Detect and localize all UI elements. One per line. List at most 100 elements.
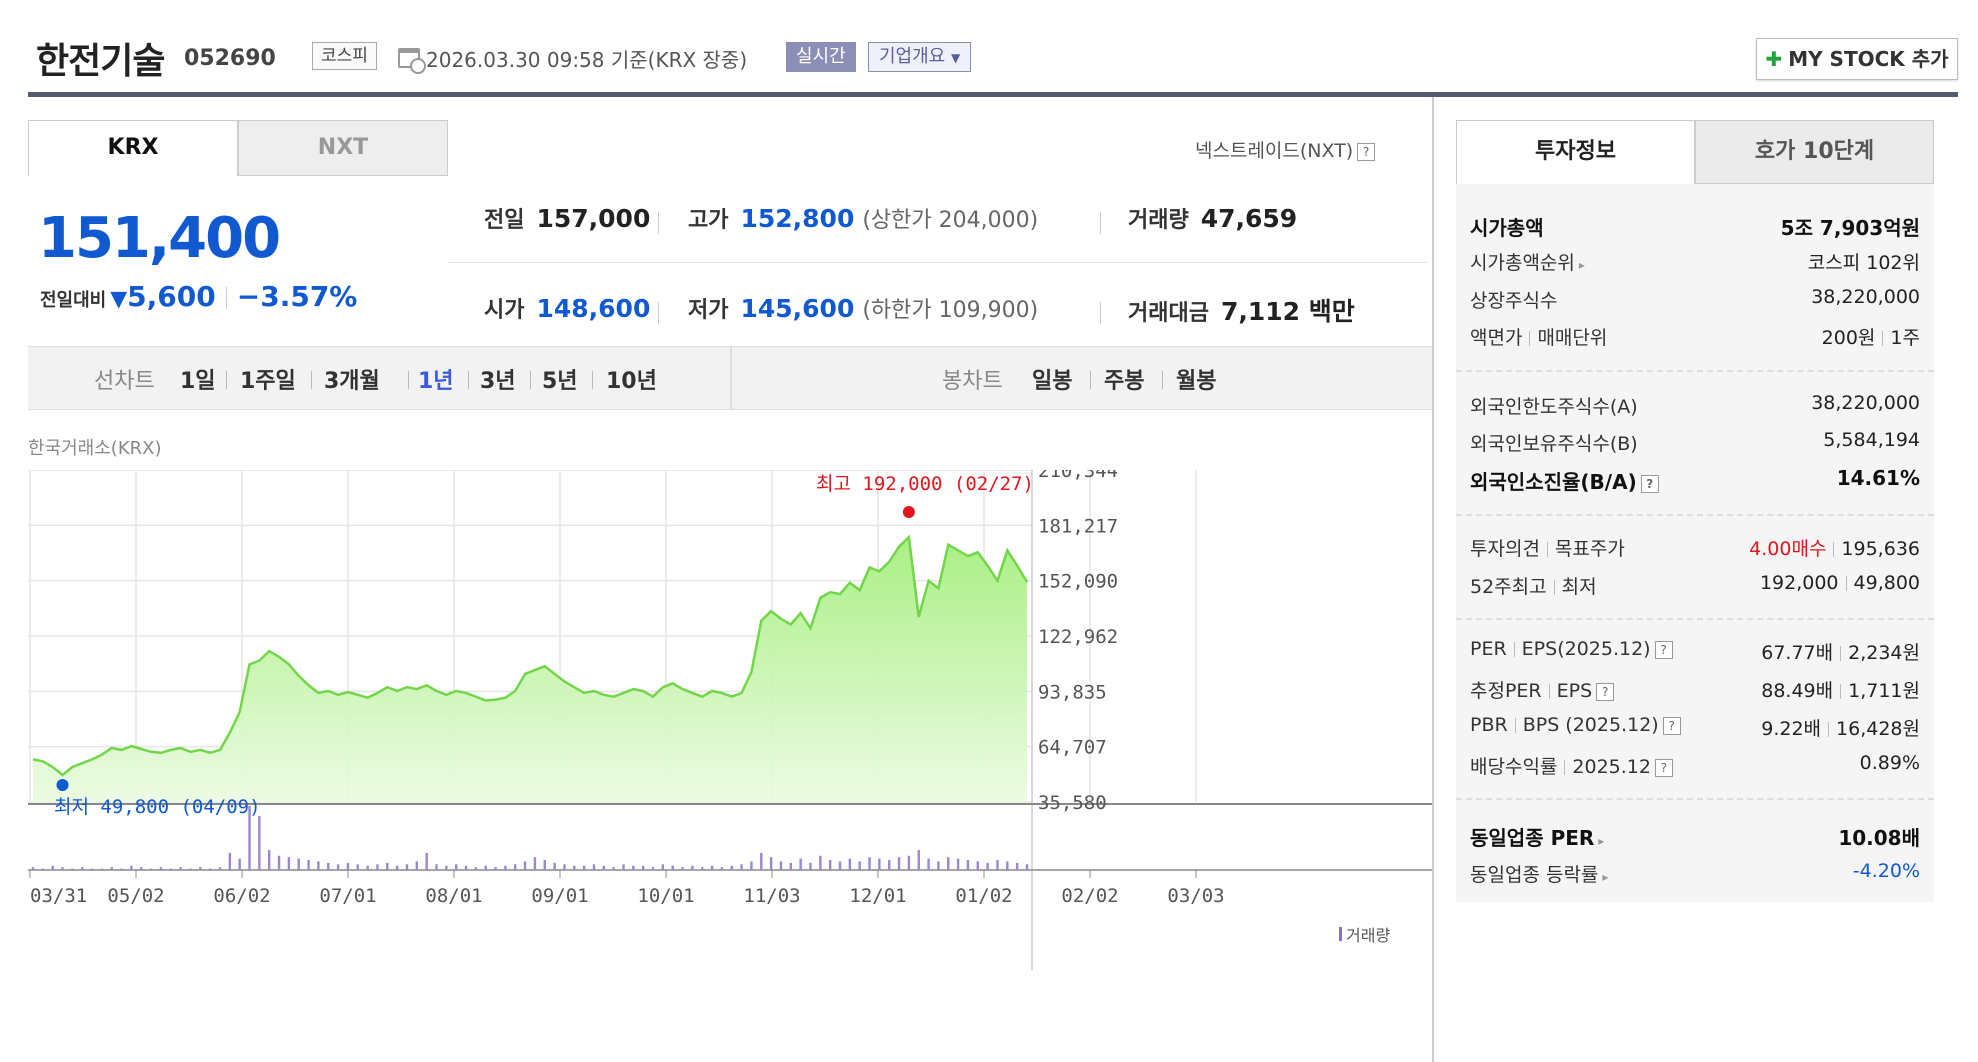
price-area: [33, 537, 1027, 802]
volume-bar: [169, 868, 172, 870]
my-stock-add-button[interactable]: ✚ MY STOCK 추가: [1756, 38, 1958, 80]
high-value: 152,800: [740, 204, 855, 233]
calendar-icon: [398, 48, 426, 74]
x-tick-label: 05/02: [107, 885, 164, 907]
industry-rate-row[interactable]: 동일업종 등락률 ▸ -4.20%: [1470, 860, 1920, 890]
tab-krx[interactable]: KRX: [28, 120, 238, 176]
pbr-label: PBR: [1470, 714, 1508, 736]
industry-per-row[interactable]: 동일업종 PER ▸ 10.08배: [1470, 822, 1920, 852]
volume-bar: [848, 858, 852, 870]
cap-rank-row[interactable]: 시가총액순위 ▸ 코스피 102위: [1470, 248, 1920, 278]
dividend-row: 배당수익률 2025.12? 0.89%: [1470, 752, 1920, 782]
volume-bar: [327, 862, 330, 870]
opinion-row: 투자의견 목표주가 4.00매수 195,636: [1470, 534, 1920, 564]
volume-bar: [750, 861, 753, 870]
prev-close-value: 157,000: [536, 204, 651, 233]
par-value: 200원: [1821, 327, 1876, 349]
help-icon[interactable]: ?: [1357, 142, 1376, 161]
tab-order-book[interactable]: 호가 10단계: [1695, 120, 1934, 184]
volume-bar: [878, 858, 881, 870]
period-3m[interactable]: 3개월: [324, 369, 380, 394]
volume-bar: [336, 864, 340, 870]
candle-monthly[interactable]: 월봉: [1176, 369, 1217, 394]
x-tick-label: 09/01: [531, 885, 588, 907]
tab-investment-info[interactable]: 투자정보: [1456, 120, 1695, 184]
industry-rate-label: 동일업종 등락률: [1470, 864, 1599, 886]
period-1d[interactable]: 1일: [180, 369, 216, 394]
volume-bar: [445, 865, 448, 870]
help-icon[interactable]: ?: [1640, 474, 1659, 493]
stock-code: 052690: [184, 46, 276, 71]
volume-bar: [110, 867, 113, 870]
period-10y[interactable]: 10년: [606, 369, 657, 394]
x-tick-label: 01/02: [955, 885, 1012, 907]
candle-daily[interactable]: 일봉: [1032, 369, 1073, 394]
per-value: 67.77배: [1761, 642, 1834, 664]
volume-bar: [917, 850, 920, 870]
volume-bar: [376, 864, 379, 870]
period-3y[interactable]: 3년: [480, 369, 516, 394]
est-eps-value: 1,711원: [1848, 680, 1920, 702]
unit-label: 매매단위: [1537, 327, 1608, 349]
volume-bar: [760, 852, 763, 870]
volume-bar: [789, 862, 793, 870]
shares-row: 상장주식수 38,220,000: [1470, 286, 1920, 316]
volume-bar: [31, 867, 35, 870]
volume-bar: [405, 864, 409, 870]
low-value: 145,600: [740, 294, 855, 323]
prev-close-label: 전일: [484, 208, 525, 233]
upper-limit: (상한가 204,000): [862, 208, 1039, 233]
volume-bar: [179, 867, 182, 870]
diff-value: 5,600: [127, 280, 216, 313]
volume-bar: [386, 862, 389, 870]
volume-bar: [277, 855, 281, 870]
help-icon[interactable]: ?: [1662, 716, 1681, 735]
volume-bar: [996, 860, 999, 870]
cap-rank-label: 시가총액순위: [1470, 252, 1575, 274]
exchange-label: 한국거래소(KRX): [28, 438, 162, 459]
volume-bar: [809, 862, 812, 870]
volume-bar: [769, 857, 773, 870]
volume-bar: [927, 858, 930, 870]
volume-bar: [1015, 862, 1019, 870]
help-icon[interactable]: ?: [1654, 640, 1673, 659]
eps-value: 2,234원: [1848, 642, 1920, 664]
w52-high-label: 52주최고: [1470, 576, 1547, 598]
volume-bar: [484, 865, 487, 870]
volume-bar: [868, 857, 871, 870]
help-icon[interactable]: ?: [1654, 758, 1673, 777]
volume-bar: [41, 868, 45, 870]
nxt-link[interactable]: 넥스트레이드(NXT)?: [1195, 136, 1376, 163]
x-tick-label: 11/03: [743, 885, 800, 907]
volume-bar: [208, 868, 212, 870]
volume-bar: [238, 858, 241, 870]
x-tick-label: 03/03: [1167, 885, 1224, 907]
company-info-dropdown[interactable]: 기업개요 ▼: [868, 42, 972, 72]
industry-per-label: 동일업종 PER: [1470, 826, 1595, 850]
volume-bar: [435, 864, 438, 870]
volume-bar: [828, 860, 832, 870]
candle-weekly[interactable]: 주봉: [1104, 369, 1145, 394]
volume-bar: [425, 852, 428, 870]
period-5y[interactable]: 5년: [542, 369, 578, 394]
price-chart[interactable]: 210,344 181,217 152,090 122,962 93,835 64,707…: [28, 470, 1432, 1050]
period-1w[interactable]: 1주일: [240, 369, 296, 394]
volume-bar: [267, 850, 271, 870]
max-price-label: 최고 192,000 (02/27): [816, 473, 1034, 495]
volume-bar: [71, 868, 74, 870]
foreign-ratio-row: 외국인소진율(B/A)? 14.61%: [1470, 466, 1920, 496]
chevron-right-icon: ▸: [1598, 834, 1605, 848]
tab-nxt[interactable]: NXT: [238, 120, 448, 176]
chart-period-bar: 선차트 1일 1주일 3개월 1년 3년 5년 10년 봉차트 일봉 주봉 월봉: [28, 346, 1432, 410]
volume-bar: [888, 860, 891, 870]
volume-bar: [701, 867, 704, 870]
min-price-label: 최저 49,800 (04/09): [54, 796, 261, 818]
help-icon[interactable]: ?: [1596, 682, 1615, 701]
volume-bar: [90, 868, 94, 870]
volume-bar: [730, 865, 733, 870]
realtime-badge[interactable]: 실시간: [786, 42, 856, 72]
period-1y[interactable]: 1년: [418, 369, 454, 394]
target-label: 목표주가: [1554, 538, 1625, 560]
dividend-label: 배당수익률: [1470, 756, 1558, 778]
volume-bar: [1025, 864, 1029, 870]
